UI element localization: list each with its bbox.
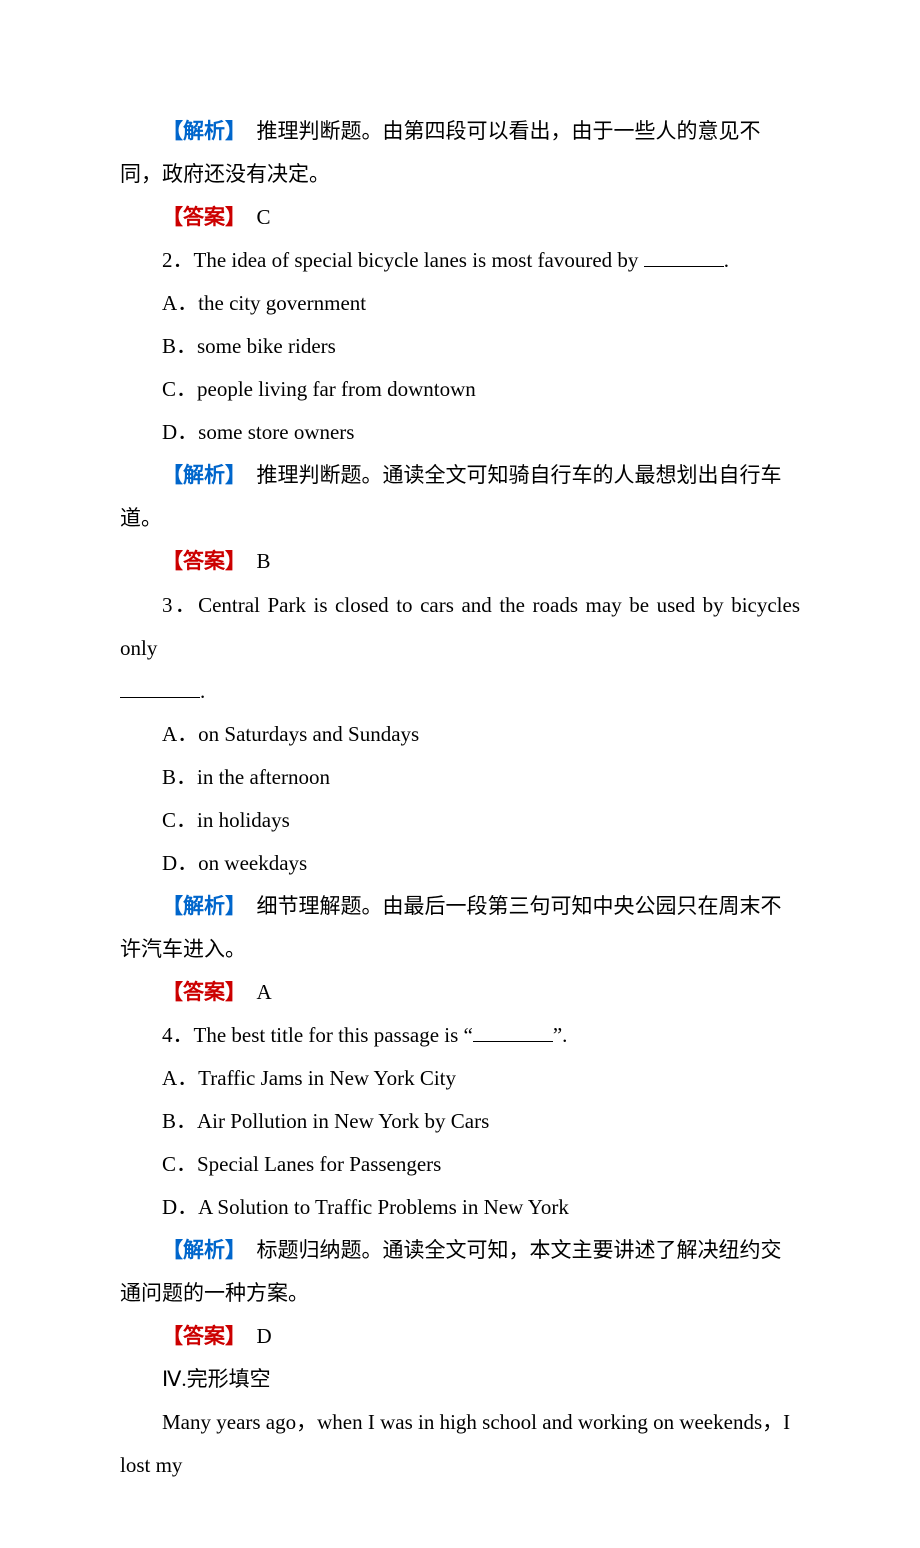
q2-jiexi: 【解析】 推理判断题。通读全文可知骑自行车的人最想划出自行车道。: [120, 454, 800, 540]
q3-option-b: B．in the afternoon: [120, 756, 800, 799]
q4-stem: 4．The best title for this passage is “ ”.: [120, 1014, 800, 1057]
stem-number: 2．: [162, 248, 194, 272]
q3-stem: 3．Central Park is closed to cars and the…: [120, 584, 800, 670]
jiexi-label: 【解析】: [162, 1238, 236, 1262]
daan-text: A: [236, 980, 272, 1004]
blank: [644, 245, 724, 267]
q4-option-c: C．Special Lanes for Passengers: [120, 1143, 800, 1186]
section4-heading: Ⅳ.完形填空: [120, 1358, 800, 1401]
daan-label: 【答案】: [162, 549, 236, 573]
q2-option-b: B．some bike riders: [120, 325, 800, 368]
q2-option-d: D．some store owners: [120, 411, 800, 454]
document-page: 【解析】 推理判断题。由第四段可以看出，由于一些人的意见不同，政府还没有决定。 …: [0, 0, 920, 1548]
stem-text: The idea of special bicycle lanes is mos…: [194, 248, 644, 272]
stem-tail: .: [200, 679, 205, 703]
daan-label: 【答案】: [162, 205, 236, 229]
q3-option-a: A．on Saturdays and Sundays: [120, 713, 800, 756]
q4-daan: 【答案】 D: [120, 1315, 800, 1358]
q3-option-d: D．on weekdays: [120, 842, 800, 885]
q4-jiexi: 【解析】 标题归纳题。通读全文可知，本文主要讲述了解决纽约交通问题的一种方案。: [120, 1229, 800, 1315]
q3-stem-line2: .: [120, 670, 800, 713]
q3-daan: 【答案】 A: [120, 971, 800, 1014]
jiexi-label: 【解析】: [162, 463, 236, 487]
q2-daan: 【答案】 B: [120, 540, 800, 583]
stem-tail: .: [724, 248, 729, 272]
blank: [473, 1020, 553, 1042]
stem-text-a: The best title for this passage is “: [194, 1023, 473, 1047]
q1-jiexi: 【解析】 推理判断题。由第四段可以看出，由于一些人的意见不同，政府还没有决定。: [120, 110, 800, 196]
daan-label: 【答案】: [162, 980, 236, 1004]
q2-option-c: C．people living far from downtown: [120, 368, 800, 411]
q3-option-c: C．in holidays: [120, 799, 800, 842]
daan-text: C: [236, 205, 271, 229]
q2-option-a: A．the city government: [120, 282, 800, 325]
daan-text: D: [236, 1324, 272, 1348]
q4-option-b: B．Air Pollution in New York by Cars: [120, 1100, 800, 1143]
jiexi-label: 【解析】: [162, 894, 236, 918]
blank: [120, 676, 200, 698]
q4-option-a: A．Traffic Jams in New York City: [120, 1057, 800, 1100]
q2-stem: 2．The idea of special bicycle lanes is m…: [120, 239, 800, 282]
section4-line1: Many years ago，when I was in high school…: [120, 1401, 800, 1487]
jiexi-label: 【解析】: [162, 119, 236, 143]
q4-option-d: D．A Solution to Traffic Problems in New …: [120, 1186, 800, 1229]
stem-number: 3．: [162, 593, 198, 617]
q1-daan: 【答案】 C: [120, 196, 800, 239]
stem-text: Central Park is closed to cars and the r…: [120, 593, 800, 660]
q3-jiexi: 【解析】 细节理解题。由最后一段第三句可知中央公园只在周末不许汽车进入。: [120, 885, 800, 971]
daan-text: B: [236, 549, 271, 573]
stem-text-b: ”.: [553, 1023, 568, 1047]
daan-label: 【答案】: [162, 1324, 236, 1348]
stem-number: 4．: [162, 1023, 194, 1047]
